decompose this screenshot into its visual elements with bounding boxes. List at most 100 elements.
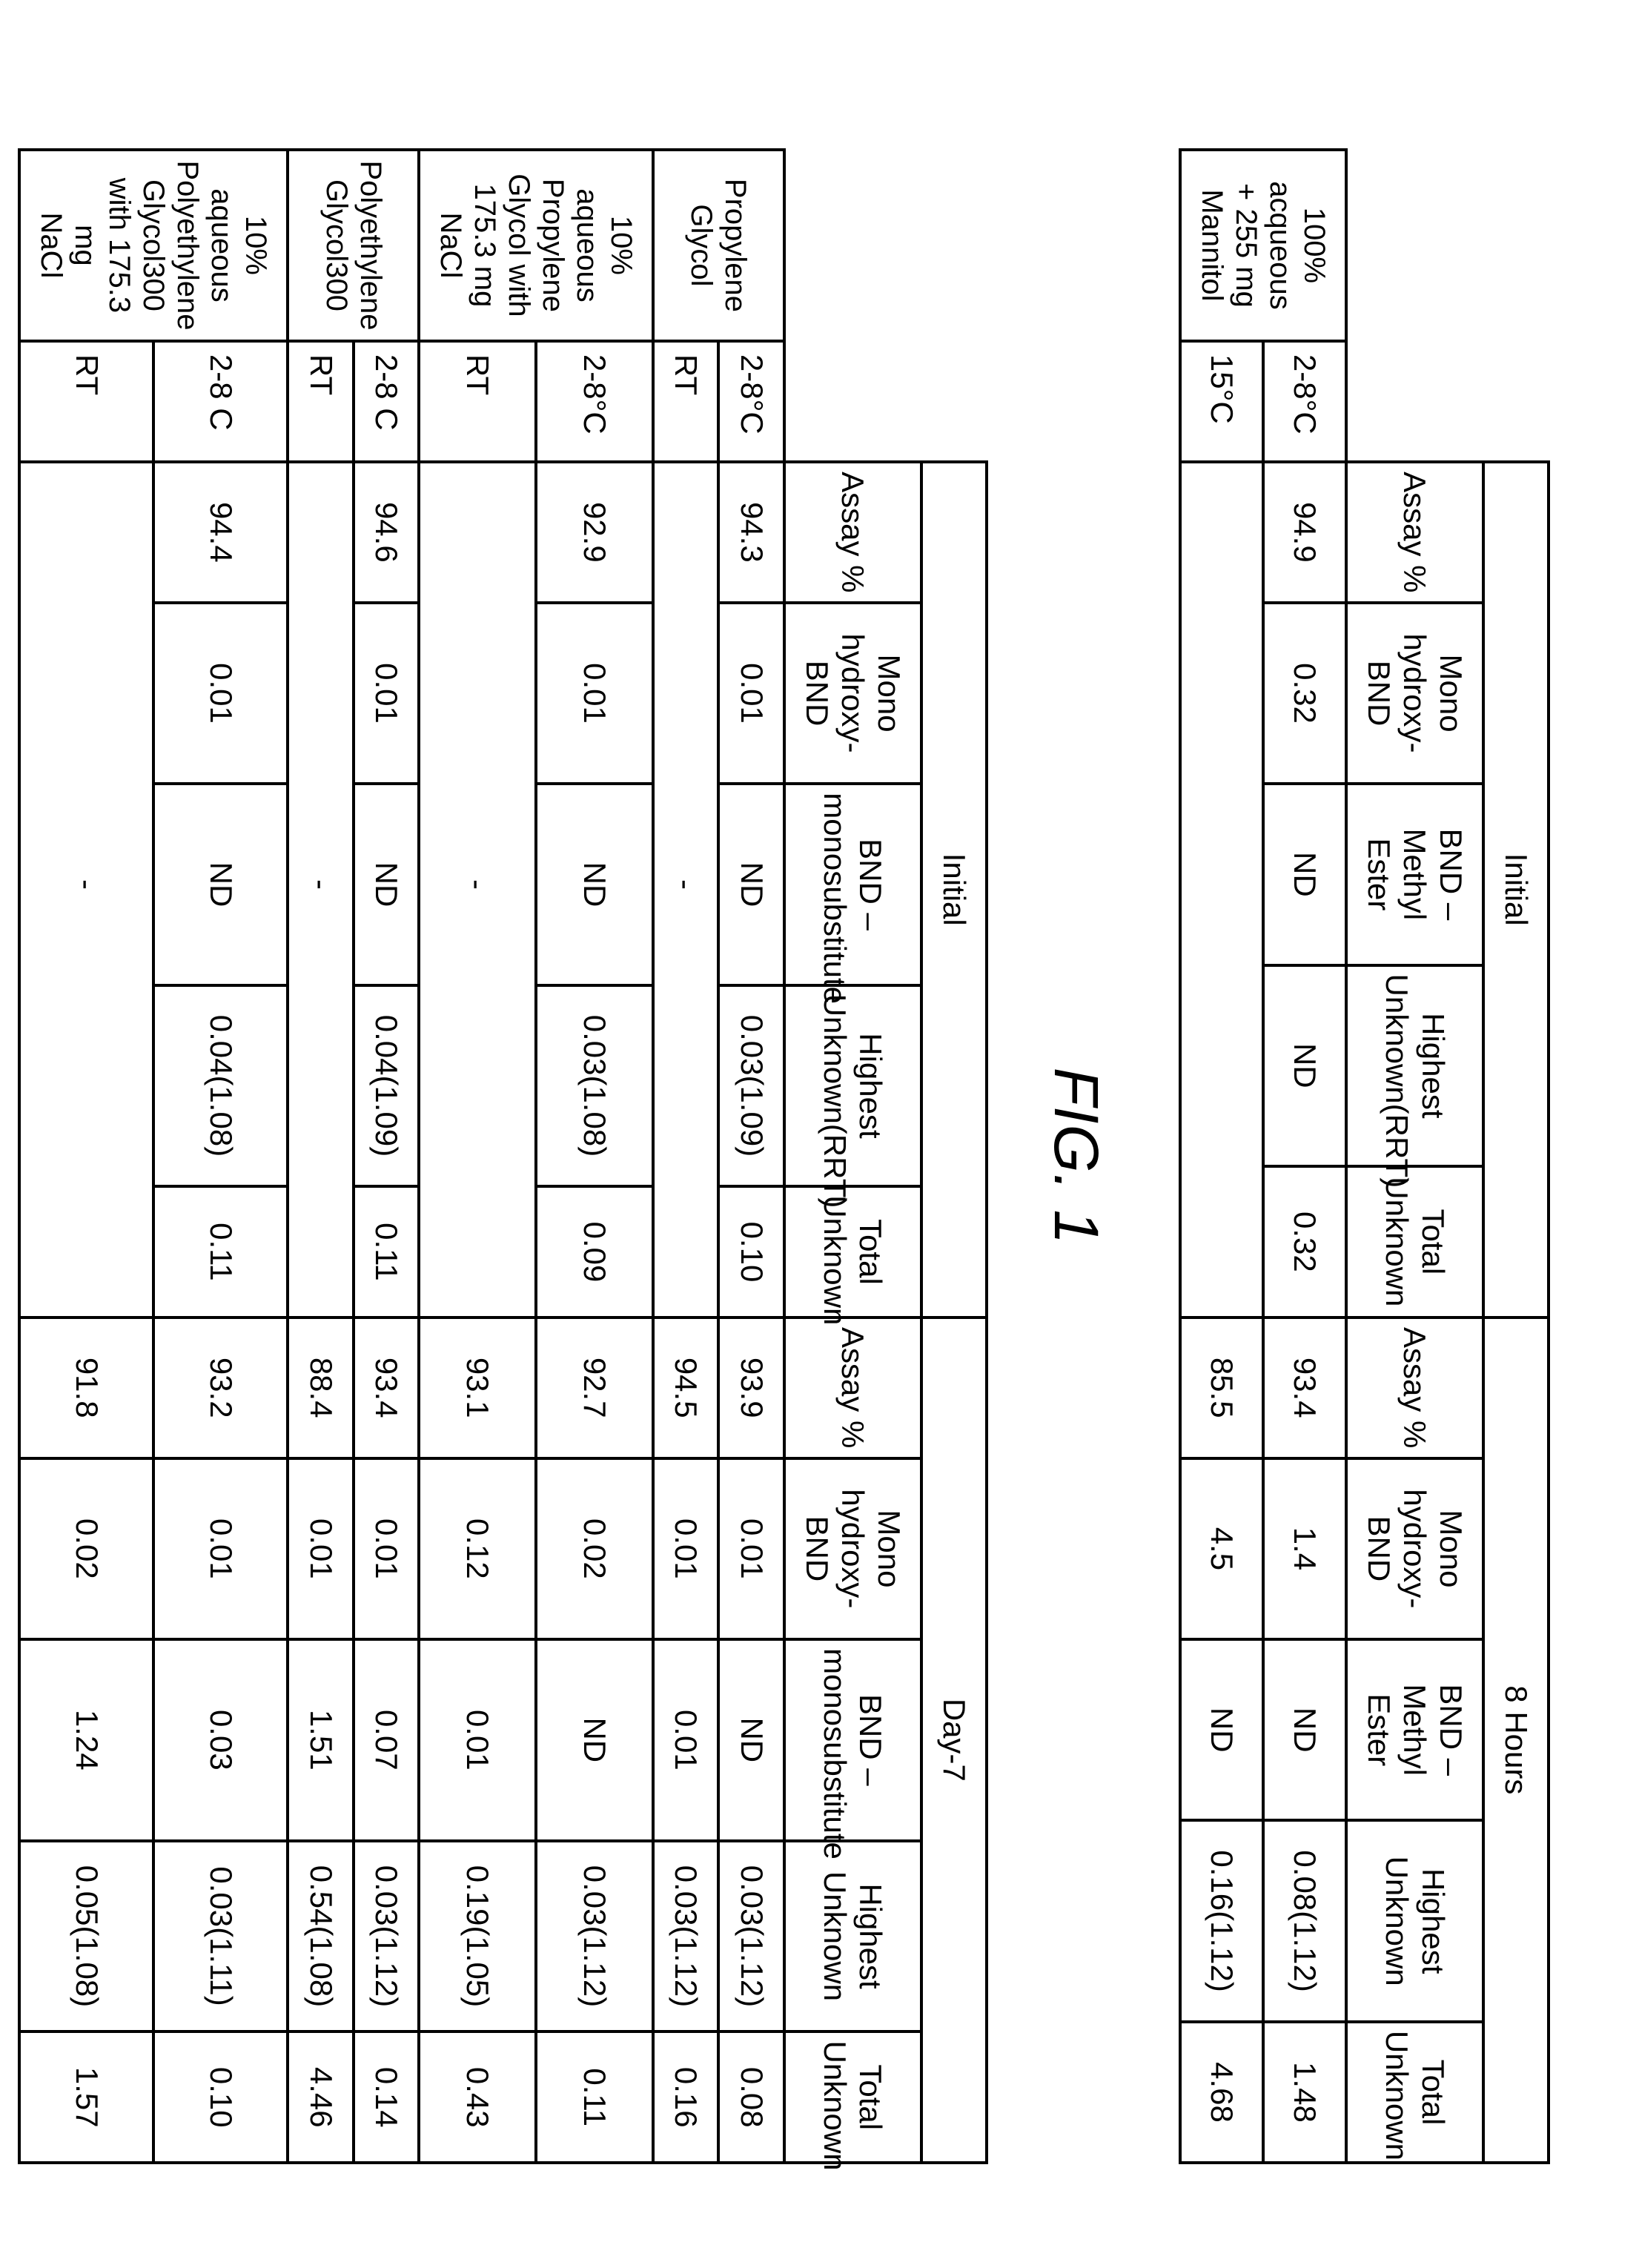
data-cell: 0.08(1.12) [1263, 1820, 1346, 2022]
data-cell: 0.01 [536, 603, 653, 784]
data-cell: 94.9 [1263, 462, 1346, 603]
data-cell: ND [1263, 784, 1346, 965]
data-cell: 0.16 [653, 2031, 718, 2163]
data-cell: 0.01 [653, 1458, 718, 1639]
blank-cell [653, 985, 718, 1318]
data-cell: 0.19(1.05) [419, 1841, 536, 2032]
data-cell: 91.8 [19, 1318, 153, 1458]
col-header: Assay % [1346, 1318, 1483, 1458]
col-header: BND –monosubstitute [784, 1639, 921, 1841]
col-header: Assay % [1346, 462, 1483, 603]
col-header: HighestUnknown(RRT) [784, 985, 921, 1187]
data-cell: ND [1263, 965, 1346, 1167]
data-cell: 0.03(1.12) [718, 1841, 784, 2032]
table-row: RT - 88.4 0.01 1.51 0.54(1.08) 4.46 [288, 150, 353, 2163]
data-cell: 0.01 [153, 603, 288, 784]
data-cell: 88.4 [288, 1318, 353, 1458]
table-row: RT - 91.8 0.02 1.24 0.05(1.08) 1.57 [19, 150, 153, 2163]
corner-blank [784, 150, 987, 462]
data-cell: 0.10 [718, 1186, 784, 1317]
temp-cell: RT [288, 341, 353, 462]
data-cell: ND [536, 1639, 653, 1841]
col-header: Monohydroxy- BND [784, 603, 921, 784]
data-cell: 94.3 [718, 462, 784, 603]
data-cell: 92.9 [536, 462, 653, 603]
col-header: TotalUnknown [784, 2031, 921, 2163]
data-cell: 85.5 [1180, 1318, 1263, 1458]
table-row: 15°C 85.5 4.5 ND 0.16(1.12) 4.68 [1180, 150, 1263, 2163]
data-cell: 0.11 [153, 1186, 288, 1317]
data-cell: 0.07 [354, 1639, 419, 1841]
temp-cell: 2-8°C [1263, 341, 1346, 462]
data-cell: 93.2 [153, 1318, 288, 1458]
data-cell: ND [718, 1639, 784, 1841]
corner-blank [1346, 150, 1549, 462]
table-row: 10% aqueousPolyethyleneGlycol300with 175… [153, 150, 288, 2163]
data-cell: 93.4 [1263, 1318, 1346, 1458]
data-cell: ND [153, 784, 288, 985]
data-cell: 0.08 [718, 2031, 784, 2163]
sample-label: 10% aqueousPolyethyleneGlycol300with 175… [19, 150, 288, 341]
table-row: Initial 8 Hours [1483, 150, 1549, 2163]
sample-label: 10% aqueousPropyleneGlycol with175.3 mgN… [419, 150, 653, 341]
data-cell: 0.01 [288, 1458, 353, 1639]
data-cell: 0.04(1.09) [354, 985, 419, 1187]
data-cell: ND [1180, 1639, 1263, 1820]
blank-cell [19, 985, 153, 1318]
blank-cell [288, 985, 353, 1318]
data-cell: 0.01 [419, 1639, 536, 1841]
data-cell: 0.14 [354, 2031, 419, 2163]
data-cell: 1.24 [19, 1639, 153, 1841]
data-cell: 0.03(1.12) [354, 1841, 419, 2032]
blank-cell [19, 462, 153, 784]
data-cell: 93.4 [354, 1318, 419, 1458]
temp-cell: 15°C [1180, 341, 1263, 462]
table-2: Initial Day-7 Assay % Monohydroxy- BND B… [18, 148, 987, 2164]
col-header: TotalUnknown [1346, 1166, 1483, 1318]
blank-cell [1180, 462, 1263, 1318]
data-cell: 0.32 [1263, 1166, 1346, 1318]
col-header: BND –monosubstitute [784, 784, 921, 985]
dash-cell: - [19, 784, 153, 985]
temp-cell: RT [19, 341, 153, 462]
col-header: Assay % [784, 462, 921, 603]
blank-cell [653, 462, 718, 784]
data-cell: 0.03(1.12) [536, 1841, 653, 2032]
table-1: Initial 8 Hours Assay % Monohydroxy- BND… [1179, 148, 1550, 2164]
data-cell: 0.01 [354, 1458, 419, 1639]
data-cell: 1.51 [288, 1639, 353, 1841]
data-cell: 0.01 [354, 603, 419, 784]
data-cell: ND [1263, 1639, 1346, 1820]
data-cell: 0.10 [153, 2031, 288, 2163]
data-cell: 94.6 [354, 462, 419, 603]
data-cell: 0.01 [718, 603, 784, 784]
data-cell: 0.03(1.08) [536, 985, 653, 1187]
data-cell: 0.03(1.12) [653, 1841, 718, 2032]
data-cell: 93.1 [419, 1318, 536, 1458]
data-cell: ND [536, 784, 653, 985]
table-row: 100%acqueous+ 255 mgMannitol 2-8°C 94.9 … [1263, 150, 1346, 2163]
group-header-initial: Initial [1483, 462, 1549, 1318]
data-cell: 0.32 [1263, 603, 1346, 784]
dash-cell: - [419, 784, 536, 985]
table-row: RT - 94.5 0.01 0.01 0.03(1.12) 0.16 [653, 150, 718, 2163]
col-header: HighestUnknown(RRT) [1346, 965, 1483, 1167]
data-cell: 92.7 [536, 1318, 653, 1458]
col-header: TotalUnknown [784, 1186, 921, 1317]
sample-label: 100%acqueous+ 255 mgMannitol [1180, 150, 1346, 341]
blank-cell [419, 985, 536, 1318]
col-header: Assay % [784, 1318, 921, 1458]
data-cell: ND [718, 784, 784, 985]
group-header-right: Day-7 [921, 1318, 987, 2163]
temp-cell: 2-8 C [153, 341, 288, 462]
group-header-initial: Initial [921, 462, 987, 1318]
data-cell: 0.03 [153, 1639, 288, 1841]
table-row: PropyleneGlycol 2-8°C 94.3 0.01 ND 0.03(… [718, 150, 784, 2163]
temp-cell: RT [419, 341, 536, 462]
data-cell: 0.09 [536, 1186, 653, 1317]
data-cell: 0.01 [718, 1458, 784, 1639]
data-cell: 4.68 [1180, 2022, 1263, 2163]
table-row: PolyethyleneGlycol300 2-8 C 94.6 0.01 ND… [354, 150, 419, 2163]
data-cell: 0.54(1.08) [288, 1841, 353, 2032]
table-row: Initial Day-7 [921, 150, 987, 2163]
